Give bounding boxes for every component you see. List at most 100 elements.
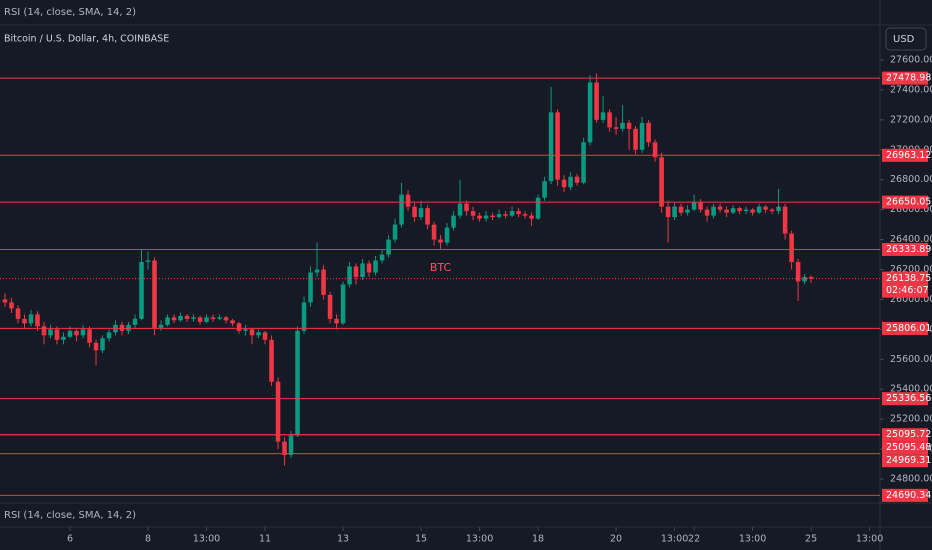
level-badge — [882, 488, 928, 502]
x-tick-label: 13:00 — [856, 534, 883, 545]
candle-body — [581, 142, 586, 183]
level-badge — [882, 441, 928, 455]
candle-body — [477, 215, 482, 219]
candle-body — [496, 214, 502, 218]
candle-body — [737, 208, 742, 212]
current-price-label: 26138.75 — [886, 273, 931, 284]
candle-body — [665, 206, 671, 218]
candle-body — [243, 329, 248, 331]
candle-body — [698, 202, 703, 210]
candle-body — [425, 208, 430, 225]
candle-body — [418, 208, 424, 218]
candle-body — [171, 317, 177, 321]
level-label: 26650.05 — [886, 197, 931, 208]
candle-body — [15, 308, 21, 319]
level-label: 25806.01 — [886, 323, 931, 334]
y-tick-label: 24800.00 — [890, 473, 932, 484]
candle-body — [431, 224, 437, 240]
x-tick-label: 25 — [805, 534, 817, 545]
candle-body — [711, 206, 716, 216]
candle-body — [74, 330, 79, 336]
countdown-label: 02:46:07 — [886, 285, 929, 296]
x-tick-label: 22 — [688, 534, 700, 545]
candle-body — [217, 317, 222, 319]
current-price-badge — [882, 271, 928, 298]
candle-body — [366, 263, 372, 273]
y-tick-label: 26200.00 — [890, 264, 932, 275]
candle-body — [106, 332, 112, 339]
candle-body — [9, 302, 14, 309]
candle-body — [405, 194, 411, 207]
candle-body — [724, 209, 729, 213]
candle-body — [262, 332, 268, 340]
candle-body — [48, 329, 53, 336]
level-label: 24969.31 — [886, 455, 931, 466]
candle-body — [730, 208, 736, 213]
level-badge — [882, 242, 928, 256]
candle-body — [22, 318, 27, 324]
candle-body — [470, 211, 476, 216]
x-tick-label: 20 — [610, 534, 622, 545]
candle-body — [139, 262, 144, 319]
candle-body — [314, 269, 320, 273]
candle-body — [568, 176, 573, 188]
candle-body — [503, 214, 508, 216]
candle-body — [191, 317, 196, 319]
y-tick-label: 26600.00 — [890, 204, 932, 215]
candle-body — [717, 206, 723, 210]
candle-body — [763, 206, 768, 210]
candle-body — [35, 314, 40, 327]
candle-body — [594, 82, 599, 120]
candle-body — [178, 315, 183, 321]
candle-body — [256, 332, 261, 336]
candle-body — [353, 266, 359, 277]
y-tick-label: 26400.00 — [890, 234, 932, 245]
level-label: 26333.89 — [886, 244, 931, 255]
candle-body — [587, 82, 593, 143]
candle-body — [750, 209, 755, 213]
candle-body — [678, 206, 684, 213]
chart-title: Bitcoin / U.S. Dollar, 4h, COINBASE — [4, 34, 169, 45]
level-label: 26963.12 — [886, 150, 931, 161]
x-tick-label: 8 — [145, 534, 151, 545]
level-badge — [882, 148, 928, 162]
candle-body — [236, 323, 242, 331]
candle-body — [321, 269, 326, 295]
level-label: 25095.48 — [886, 442, 931, 453]
candle-body — [275, 381, 281, 442]
level-badge — [882, 71, 928, 85]
level-label: 25095.72 — [886, 429, 931, 440]
candle-body — [282, 441, 287, 456]
candle-body — [652, 142, 658, 158]
candle-body — [249, 329, 255, 336]
level-badge — [882, 195, 928, 209]
level-badge — [882, 321, 928, 335]
x-tick-label: 13:00 — [661, 534, 688, 545]
x-tick-label: 6 — [67, 534, 73, 545]
level-label: 27478.98 — [886, 73, 931, 84]
candle-body — [152, 260, 157, 328]
candle-body — [620, 122, 625, 129]
candle-body — [230, 320, 235, 324]
currency-label[interactable]: USD — [893, 34, 915, 45]
candle-body — [61, 336, 66, 340]
indicator-label: RSI (14, close, SMA, 14, 2) — [4, 7, 136, 18]
candle-body — [80, 329, 86, 336]
candle-body — [743, 209, 749, 212]
candle-body — [399, 194, 404, 225]
x-tick-label: 15 — [415, 534, 427, 545]
level-badge — [882, 454, 928, 468]
x-tick-label: 13 — [337, 534, 349, 545]
candle-body — [386, 239, 391, 255]
candle-body — [87, 329, 92, 343]
candle-body — [126, 324, 131, 331]
candle-body — [41, 326, 47, 336]
currency-button[interactable] — [885, 27, 927, 51]
indicator-label: RSI (14, close, SMA, 14, 2) — [4, 510, 136, 521]
level-badge — [882, 428, 928, 442]
candle-body — [659, 157, 664, 207]
candle-body — [93, 342, 99, 351]
annotation: BTC — [430, 261, 452, 274]
